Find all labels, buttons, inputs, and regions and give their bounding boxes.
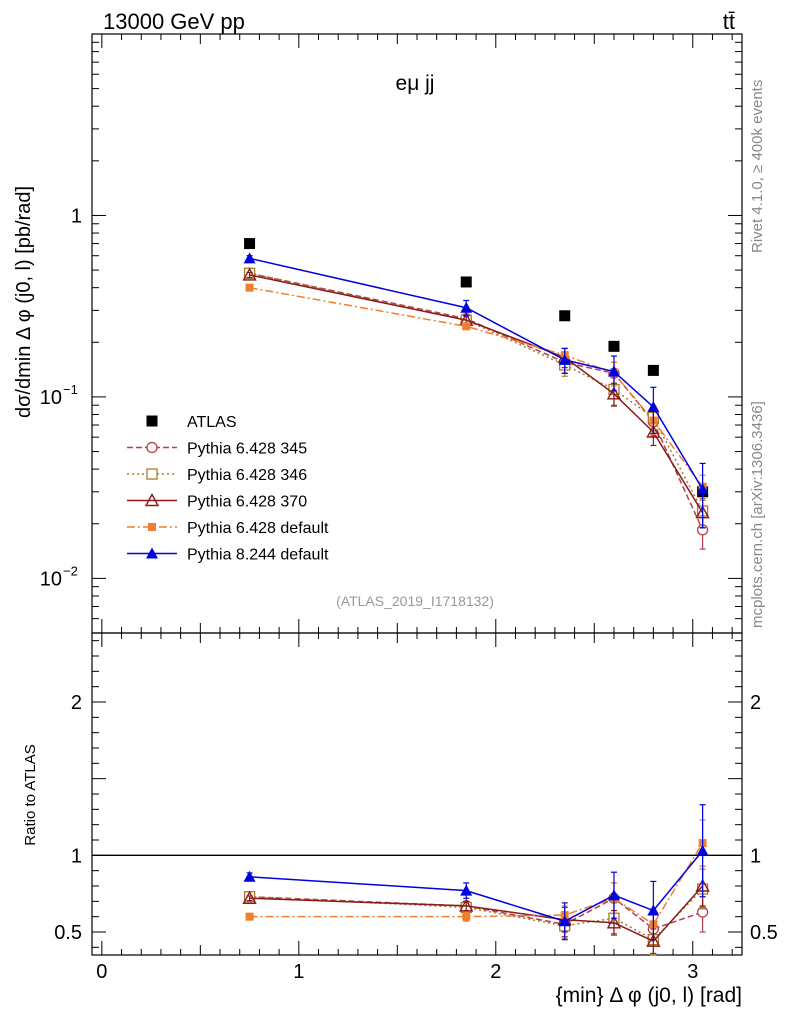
pythia-8-244-default-marker xyxy=(460,301,473,313)
pythia-6-428-370-line xyxy=(249,274,704,514)
pythia-8-244-default-marker xyxy=(696,844,709,856)
pythia-8-244-default-marker xyxy=(243,870,256,882)
legend: ATLAS Pythia 6.428 345 Pythia 6.428 346 Pyt… xyxy=(127,414,329,564)
legend-item-pythia-6-428-370: Pythia 6.428 370 xyxy=(127,493,307,511)
energy-label: 13000 GeV pp xyxy=(103,9,245,34)
pythia-8-244-default-line xyxy=(249,257,704,490)
legend-pythia-8-244-default-marker xyxy=(146,547,158,559)
ratio-panel: 0 1 2 3 0.5 0.5 1 1 2 2 xyxy=(54,632,778,983)
pythia-6-428-370-marker xyxy=(242,267,257,281)
main-ylabel: dσ/dmin Δ φ (j0, l) [pb/rad] xyxy=(13,186,35,418)
pythia-8-244-default-marker xyxy=(243,252,256,264)
legend-pythia-6-428-345-marker xyxy=(146,441,158,454)
series-pythia-6-428-346 xyxy=(243,267,709,527)
pythia-6-428-default-marker xyxy=(245,912,254,921)
legend-item-pythia-6-428-default: Pythia 6.428 default xyxy=(127,520,329,537)
pythia-6-428-default-marker xyxy=(245,283,254,292)
legend-label: Pythia 6.428 345 xyxy=(187,441,307,458)
series-pythia-6-428-default xyxy=(245,819,707,941)
pythia-6-428-370-line xyxy=(249,885,704,943)
x-axis-label: {min} Δ φ (j0, l) [rad] xyxy=(556,984,742,1007)
series-pythia-8-244-default xyxy=(243,804,709,941)
x-tick-label: 0 xyxy=(96,961,107,983)
pythia-8-244-default-marker xyxy=(607,889,620,901)
pythia-6-428-345-line xyxy=(249,895,703,930)
series-atlas xyxy=(244,238,709,498)
pythia-8-244-default-marker xyxy=(696,483,709,495)
y-tick-label: 10 xyxy=(40,568,62,590)
pythia-8-244-default-line xyxy=(249,850,704,923)
pythia-6-428-default-marker xyxy=(462,912,471,921)
atlas-marker xyxy=(608,340,620,352)
x-tick-label: 1 xyxy=(293,961,304,983)
pythia-8-244-default-marker xyxy=(460,884,473,896)
legend-label: Pythia 6.428 370 xyxy=(187,494,307,511)
analysis-id: (ATLAS_2019_I1718132) xyxy=(336,593,494,609)
series-pythia-6-428-370 xyxy=(242,267,710,529)
pythia-8-244-default-marker xyxy=(558,353,571,365)
pythia-8-244-default-marker xyxy=(558,915,571,927)
pythia-6-428-370-marker xyxy=(646,424,661,438)
pythia-8-244-default-marker xyxy=(647,904,660,916)
main-frame xyxy=(91,33,743,634)
atlas-marker xyxy=(244,238,256,250)
main-panel: 110−110−2 xyxy=(40,33,743,634)
legend-pythia-6-428-370-marker xyxy=(144,493,160,507)
pythia-6-428-370-marker xyxy=(242,890,257,904)
pythia-6-428-346-line xyxy=(249,888,704,941)
pythia-6-428-346-line xyxy=(249,272,704,512)
legend-label: Pythia 6.428 default xyxy=(187,520,329,537)
pythia-6-428-370-marker xyxy=(459,898,474,912)
process-label: tt̄ xyxy=(723,9,735,34)
rivet-label: Rivet 4.1.0, ≥ 400k events xyxy=(749,80,766,253)
legend-item-atlas: ATLAS xyxy=(146,414,237,431)
pythia-8-244-default-marker xyxy=(607,365,620,377)
legend-item-pythia-8-244-default: Pythia 8.244 default xyxy=(127,547,329,564)
mcplots-label: mcplots.cern.ch [arXiv:1306.3436] xyxy=(749,401,766,628)
x-tick-label: 3 xyxy=(687,961,698,983)
y-tick-label: 1 xyxy=(71,845,82,867)
y-tick-label-right: 0.5 xyxy=(750,922,778,944)
atlas-marker xyxy=(559,310,571,322)
pythia-6-428-370-marker xyxy=(606,915,622,929)
pythia-6-428-default-line xyxy=(249,286,704,488)
y-tick-label: 10 xyxy=(40,387,62,409)
series-pythia-6-428-345 xyxy=(243,267,709,550)
pythia-6-428-370-marker xyxy=(606,386,622,400)
legend-item-pythia-6-428-346: Pythia 6.428 346 xyxy=(127,467,307,484)
legend-pythia-6-428-346-marker xyxy=(146,468,158,480)
legend-atlas-marker xyxy=(146,415,158,427)
x-tick-label: 2 xyxy=(490,961,501,983)
y-tick-exponent: −1 xyxy=(63,382,78,397)
pythia-8-244-default-marker xyxy=(647,400,660,412)
series-pythia-6-428-346 xyxy=(243,868,709,956)
atlas-marker xyxy=(460,276,472,288)
legend-label: Pythia 6.428 346 xyxy=(187,467,307,484)
ratio-ylabel: Ratio to ATLAS xyxy=(22,744,39,845)
legend-label: ATLAS xyxy=(187,414,237,431)
pythia-6-428-370-marker xyxy=(646,933,661,947)
y-tick-label-right: 2 xyxy=(750,692,761,714)
series-pythia-6-428-370 xyxy=(242,865,710,955)
y-tick-label: 2 xyxy=(71,692,82,714)
series-pythia-8-244-default xyxy=(243,252,709,529)
pythia-6-428-345-line xyxy=(249,272,704,531)
y-tick-label: 0.5 xyxy=(54,922,82,944)
legend-item-pythia-6-428-345: Pythia 6.428 345 xyxy=(127,441,307,458)
legend-pythia-6-428-default-marker xyxy=(148,523,156,531)
pythia-6-428-default-marker xyxy=(462,322,471,331)
legend-label: Pythia 8.244 default xyxy=(187,547,329,564)
channel-label: eμ jj xyxy=(396,72,435,95)
y-tick-label: 1 xyxy=(71,205,82,227)
y-tick-exponent: −2 xyxy=(63,563,78,578)
y-tick-label-right: 1 xyxy=(750,845,761,867)
pythia-6-428-default-line xyxy=(249,842,704,926)
atlas-marker xyxy=(647,364,659,376)
